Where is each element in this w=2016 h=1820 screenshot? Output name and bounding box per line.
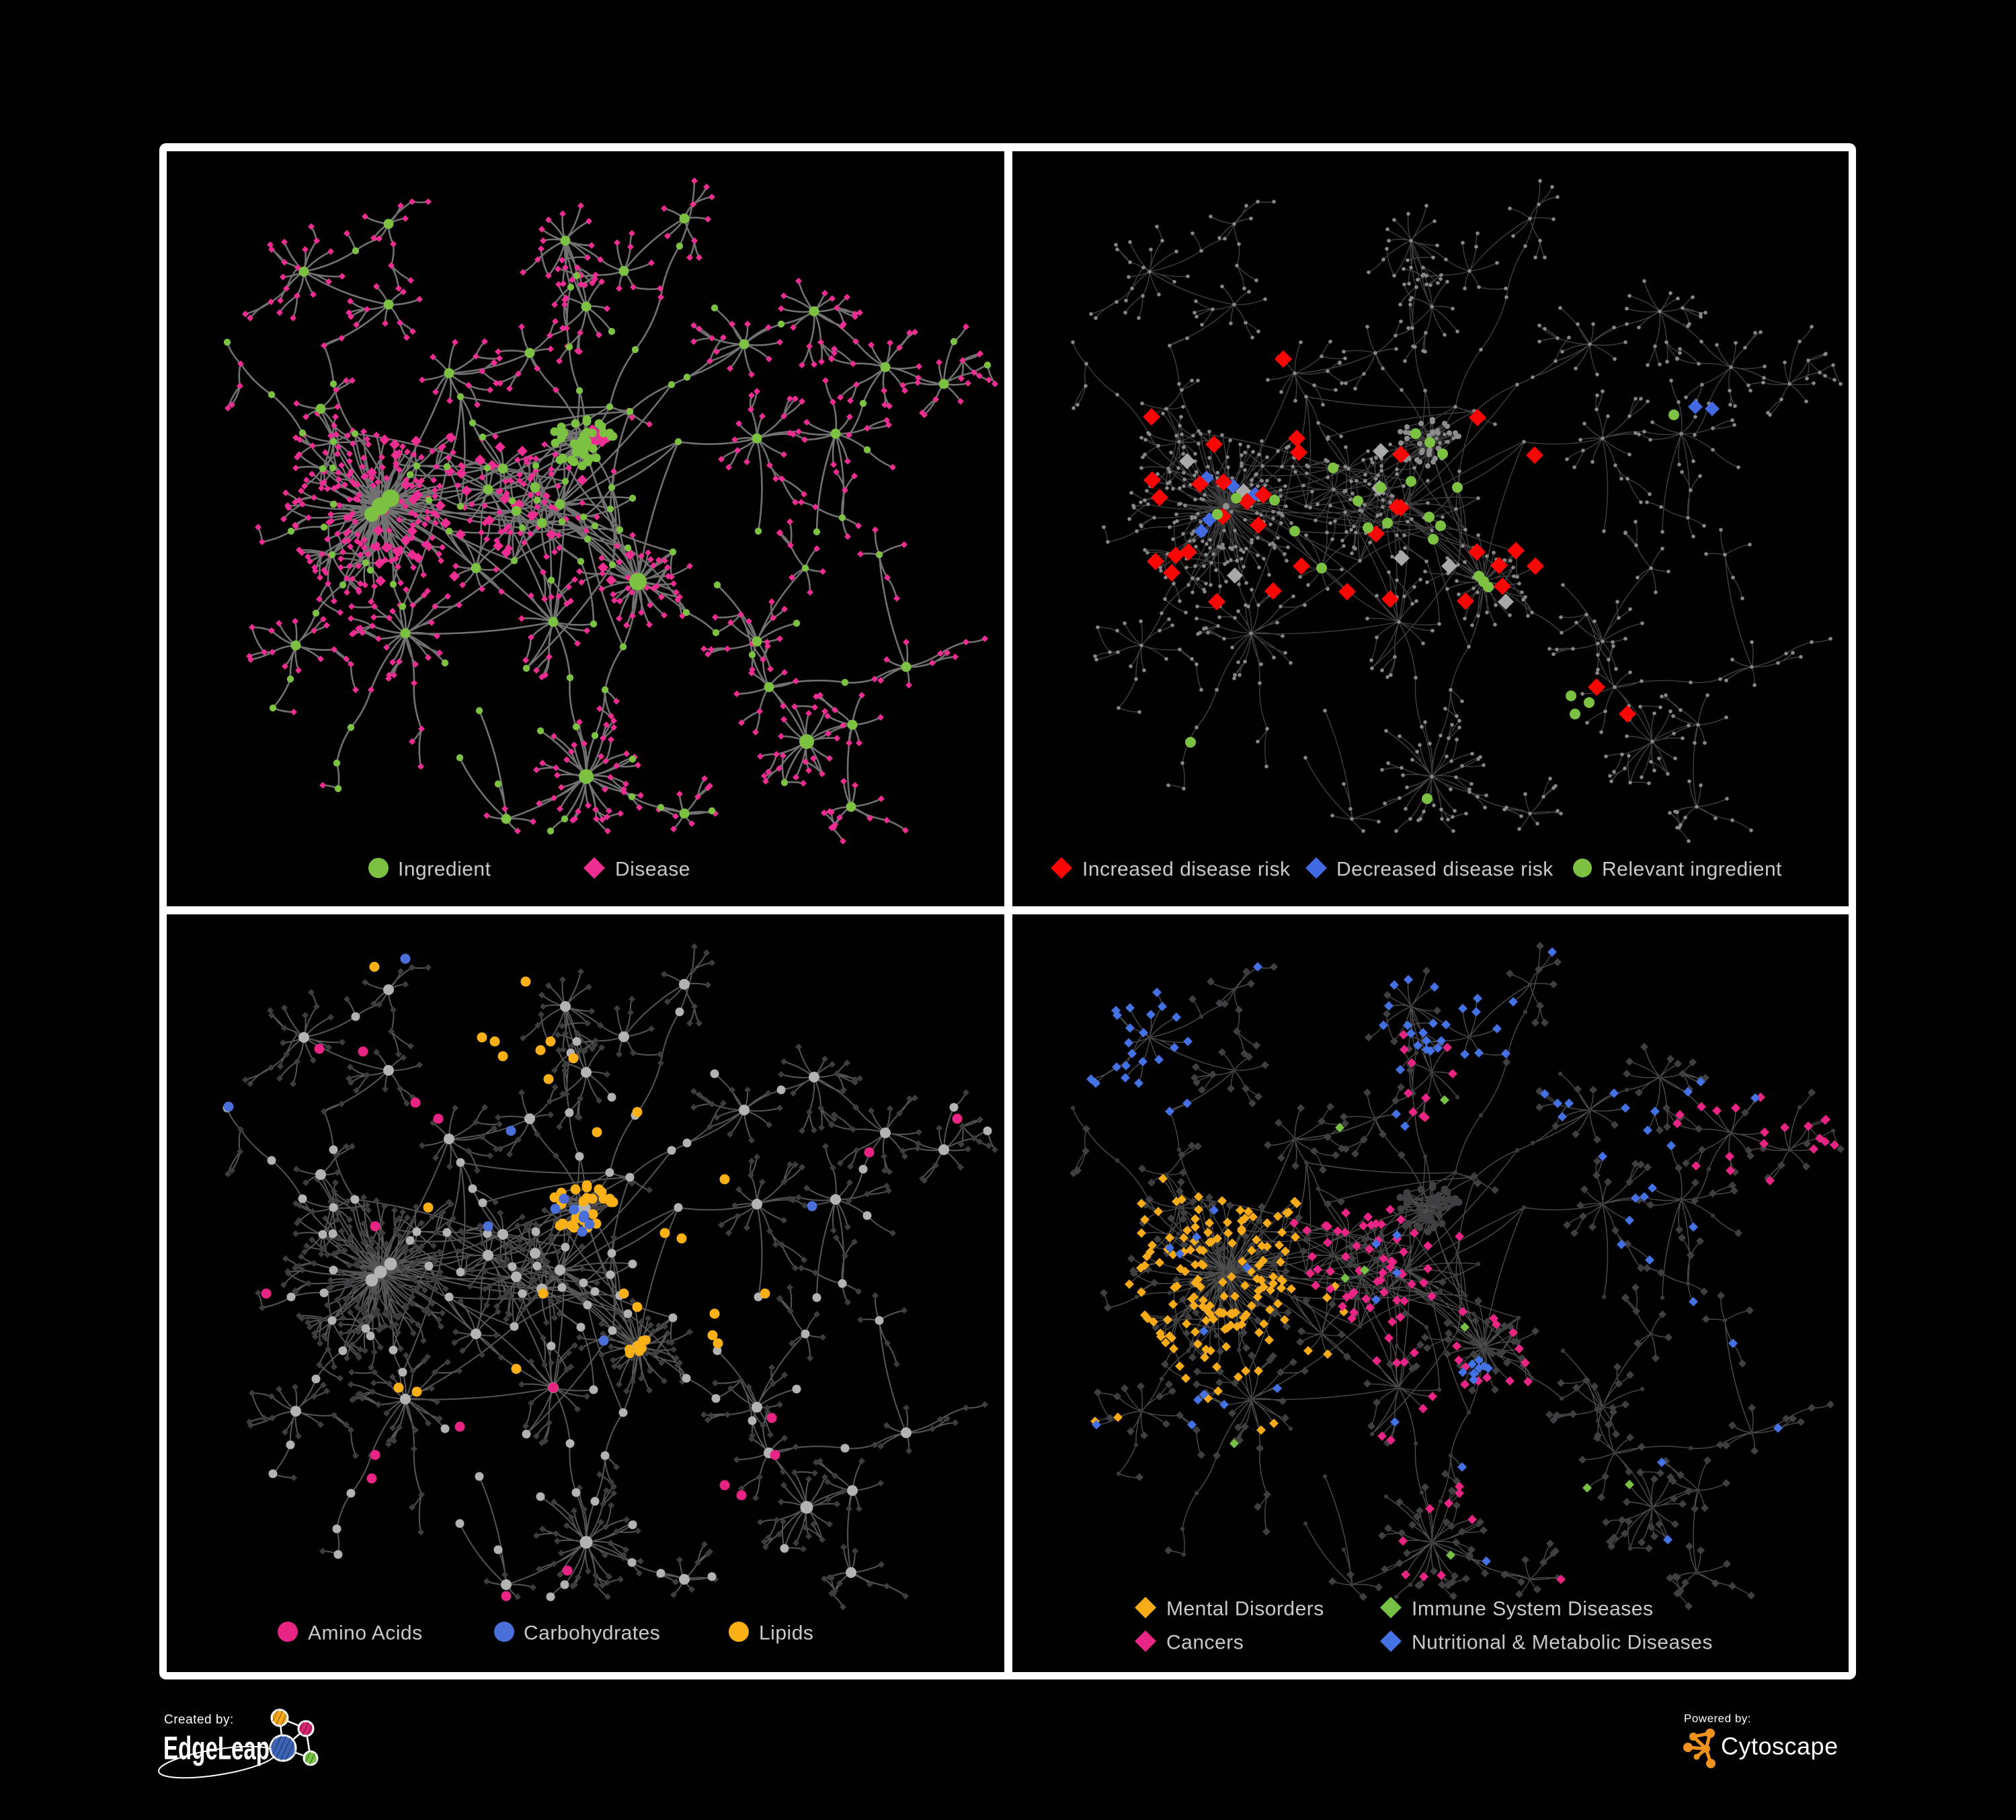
svg-text:Carbohydrates: Carbohydrates [524, 1622, 660, 1645]
svg-text:Immune System Diseases: Immune System Diseases [1412, 1598, 1653, 1620]
svg-text:Relevant ingredient: Relevant ingredient [1602, 859, 1782, 881]
svg-text:Cytoscape: Cytoscape [1721, 1733, 1839, 1760]
svg-text:Nutritional & Metabolic Diseas: Nutritional & Metabolic Diseases [1412, 1632, 1713, 1654]
svg-text:Amino Acids: Amino Acids [308, 1622, 423, 1645]
svg-text:Created by:: Created by: [164, 1713, 234, 1727]
svg-text:Disease: Disease [615, 859, 690, 881]
svg-text:Increased disease risk: Increased disease risk [1082, 859, 1291, 881]
svg-text:Mental Disorders: Mental Disorders [1166, 1598, 1324, 1620]
svg-text:Ingredient: Ingredient [398, 859, 491, 881]
svg-text:Powered by:: Powered by: [1684, 1712, 1751, 1725]
svg-text:Lipids: Lipids [759, 1622, 813, 1645]
svg-text:Decreased disease risk: Decreased disease risk [1336, 859, 1554, 881]
svg-text:Cancers: Cancers [1166, 1632, 1244, 1654]
